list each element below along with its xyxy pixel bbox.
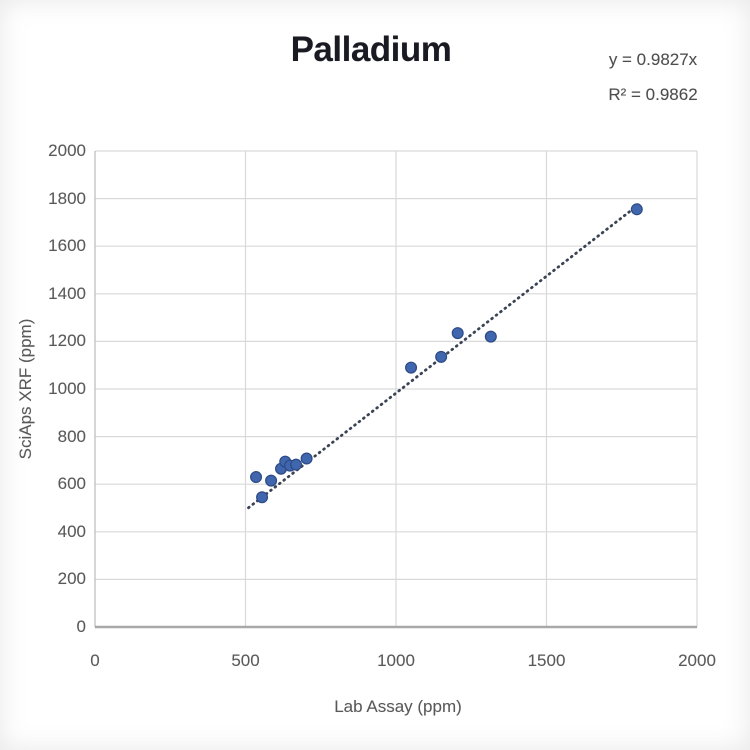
x-tick-label: 2000: [678, 651, 716, 670]
y-tick-label: 1000: [48, 379, 86, 398]
y-tick-label: 600: [57, 474, 86, 494]
data-point: [630, 203, 643, 216]
data-point: [250, 471, 263, 484]
y-tick-label: 200: [57, 569, 86, 589]
data-point: [256, 491, 269, 504]
trendline-equation-block: y = 0.9827x R² = 0.9862: [568, 42, 738, 112]
data-point: [265, 474, 278, 487]
y-tick-label: 0: [76, 617, 86, 636]
data-point: [300, 452, 313, 465]
x-tick-label: 1500: [527, 651, 566, 670]
data-point: [290, 458, 303, 471]
y-tick-label: 1600: [48, 236, 86, 256]
data-point: [451, 327, 464, 340]
y-tick-label: 1400: [48, 283, 86, 303]
x-tick-label: 500: [231, 651, 260, 670]
y-tick-label: 800: [57, 426, 86, 446]
x-axis-title: Lab Assay (ppm): [334, 697, 462, 716]
data-point: [484, 330, 497, 343]
y-axis-title: SciAps XRF (ppm): [16, 318, 35, 460]
data-point: [435, 350, 448, 363]
data-point: [405, 361, 418, 374]
y-tick-label: 400: [57, 521, 86, 541]
x-tick-label: 1000: [377, 651, 415, 670]
chart-title: Palladium: [290, 30, 452, 69]
trendline-equation: y = 0.9827x: [608, 50, 698, 69]
y-tick-label: 1800: [48, 188, 86, 208]
r-squared-value: R² = 0.9862: [608, 85, 698, 104]
y-tick-label: 1200: [48, 331, 86, 351]
y-tick-label: 2000: [48, 141, 86, 160]
x-tick-label: 0: [90, 651, 100, 670]
